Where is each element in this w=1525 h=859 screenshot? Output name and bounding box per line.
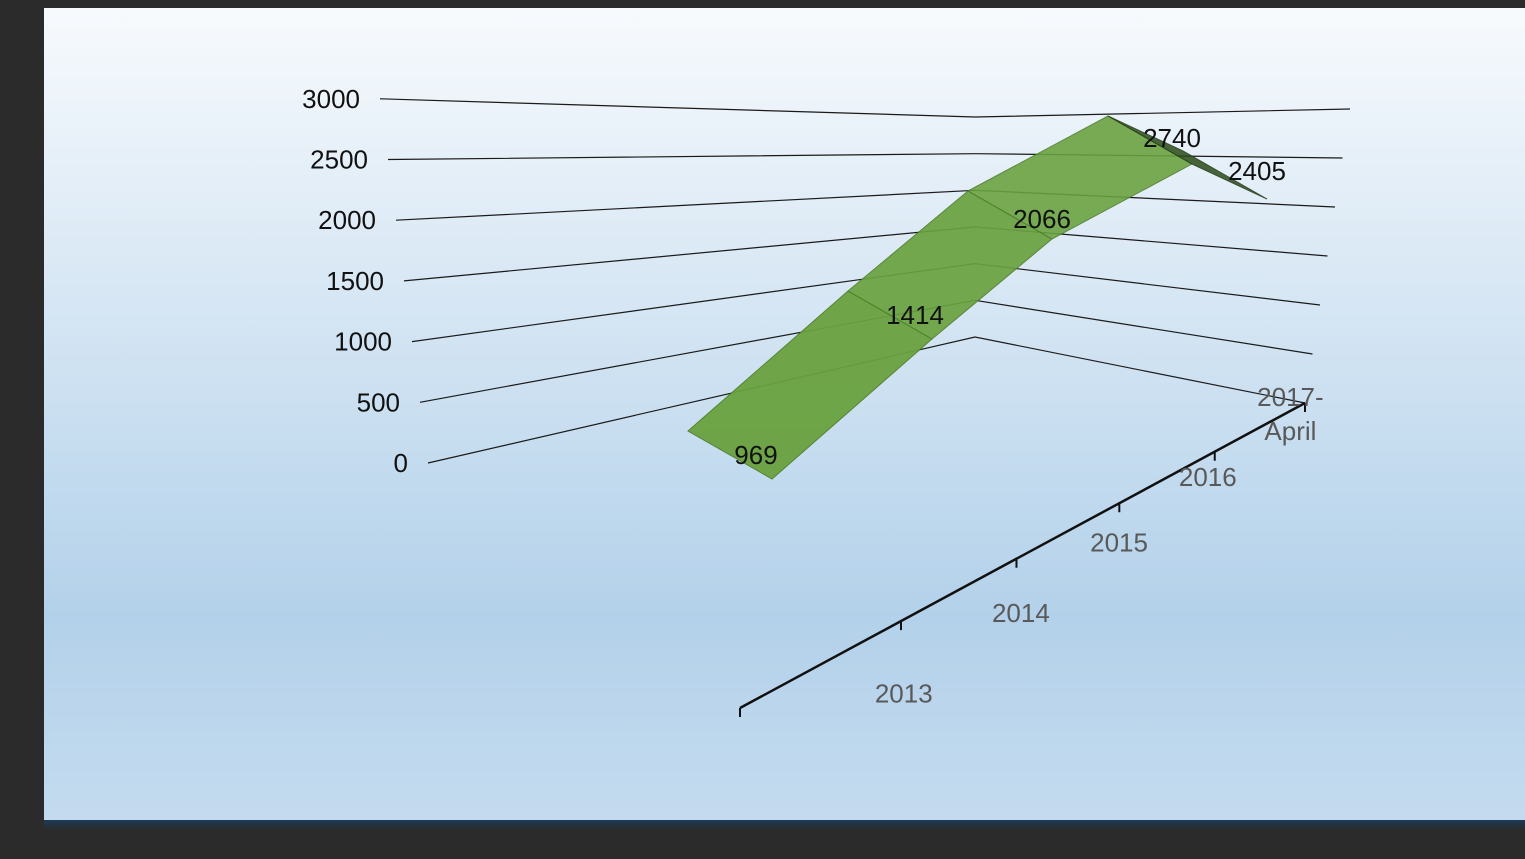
y-tick-label: 1500 (326, 266, 384, 296)
gridline (379, 98, 1351, 118)
y-tick-label: 1000 (334, 327, 392, 357)
labels: 0 500 1000 1500 2000 2500 3000 2013 2014 2015 2016… (302, 84, 1324, 709)
data-label: 969 (734, 440, 777, 470)
series-ribbon (687, 115, 1268, 480)
data-label: 1414 (886, 300, 944, 330)
y-tick-label: 500 (357, 387, 400, 417)
category-axis (739, 401, 1306, 710)
gridline (427, 336, 1306, 464)
y-tick-label: 2000 (318, 205, 376, 235)
frame-bottom-shadow (44, 820, 1525, 830)
x-tick-label: 2013 (875, 678, 933, 708)
y-tick-label: 2500 (310, 145, 368, 175)
axes (739, 401, 1306, 717)
x-tick-label: 2017-April (1257, 382, 1324, 446)
x-tick-label: 2016 (1179, 462, 1237, 492)
data-label: 2740 (1143, 123, 1201, 153)
y-tick-label: 0 (394, 448, 408, 478)
gridline (387, 153, 1343, 161)
y-tick-label: 3000 (302, 84, 360, 114)
ribbon-segment (1107, 115, 1268, 200)
data-label: 2405 (1228, 156, 1286, 186)
x-tick-label: 2014 (992, 598, 1050, 628)
x-tick-label: 2015 (1090, 527, 1148, 557)
data-label: 2066 (1013, 204, 1071, 234)
